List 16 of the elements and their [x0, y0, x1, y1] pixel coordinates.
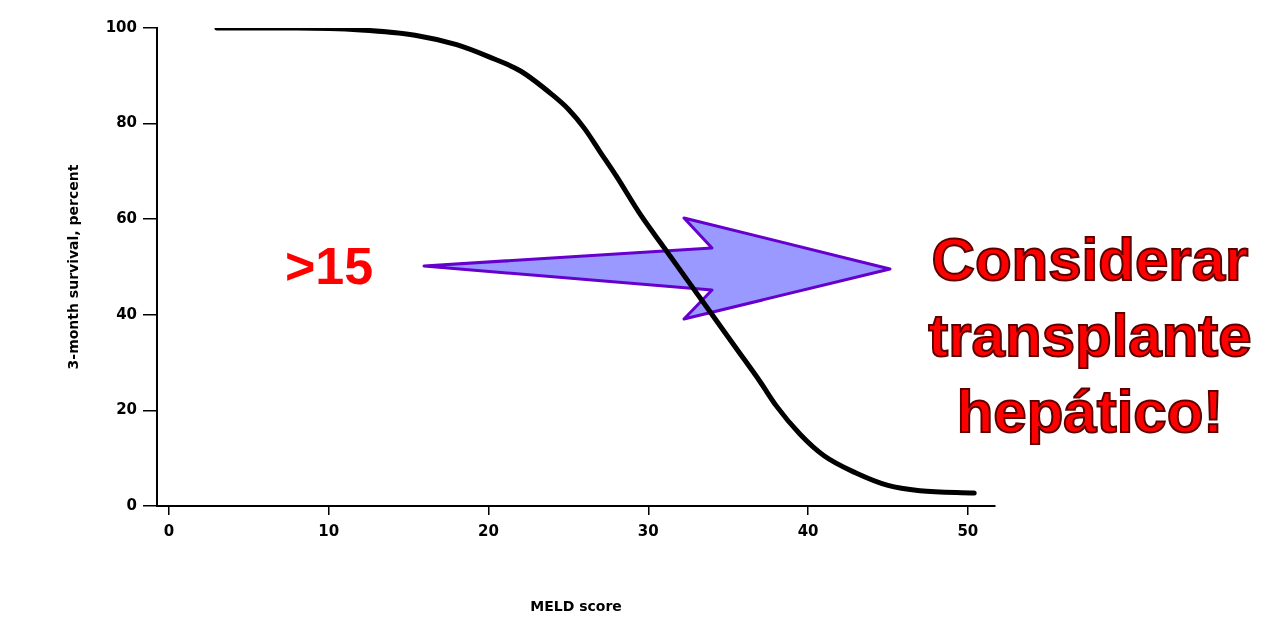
- x-tick-label: 40: [797, 521, 819, 540]
- x-axis-title: MELD score: [530, 598, 622, 615]
- x-tick-label: 0: [163, 521, 175, 540]
- y-tick-label: 100: [105, 17, 137, 36]
- y-tick-label: 60: [116, 209, 137, 228]
- y-tick-label: 0: [126, 495, 137, 514]
- y-tick-label: 40: [116, 304, 137, 323]
- x-tick-label: 10: [318, 521, 340, 540]
- y-axis-title: 3-month survival, percent: [65, 164, 82, 370]
- x-tick-label: 20: [478, 521, 499, 540]
- annotation: >15: [285, 236, 374, 296]
- y-tick-label: 20: [116, 400, 137, 419]
- x-tick-label: 50: [957, 521, 979, 540]
- y-tick-label: 80: [116, 113, 137, 132]
- x-tick-label: 30: [637, 521, 659, 540]
- annotation: Considerar transplante hepático!: [927, 225, 1253, 447]
